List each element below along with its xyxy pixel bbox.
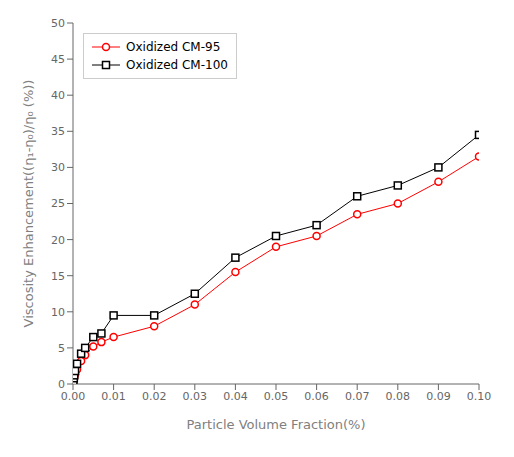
svg-text:10: 10 xyxy=(51,306,65,319)
svg-text:0: 0 xyxy=(58,378,65,391)
svg-text:25: 25 xyxy=(51,197,65,210)
svg-text:0.10: 0.10 xyxy=(467,390,492,403)
svg-text:0.02: 0.02 xyxy=(142,390,167,403)
svg-text:0.03: 0.03 xyxy=(183,390,208,403)
html-text:Oxidized CM-100: Oxidized CM-100 xyxy=(126,58,228,72)
svg-text:0.09: 0.09 xyxy=(426,390,451,403)
svg-text:20: 20 xyxy=(51,234,65,247)
html-text:Oxidized CM-95: Oxidized CM-95 xyxy=(126,40,221,54)
svg-text:Viscosity Enhancement((η₁-η₀)/: Viscosity Enhancement((η₁-η₀)/η₀ (%)) xyxy=(21,80,36,328)
svg-text:15: 15 xyxy=(51,270,65,283)
svg-text:0.06: 0.06 xyxy=(304,390,329,403)
svg-text:45: 45 xyxy=(51,53,65,66)
svg-text:35: 35 xyxy=(51,125,65,138)
svg-text:0.08: 0.08 xyxy=(386,390,411,403)
svg-text:50: 50 xyxy=(51,17,65,30)
svg-text:30: 30 xyxy=(51,161,65,174)
svg-text:0.05: 0.05 xyxy=(264,390,289,403)
svg-text:40: 40 xyxy=(51,89,65,102)
svg-text:0.07: 0.07 xyxy=(345,390,370,403)
svg-text:0.01: 0.01 xyxy=(101,390,126,403)
svg-text:Particle Volume Fraction(%): Particle Volume Fraction(%) xyxy=(186,417,365,432)
svg-text:0.00: 0.00 xyxy=(61,390,86,403)
svg-text:5: 5 xyxy=(58,342,65,355)
svg-text:0.04: 0.04 xyxy=(223,390,248,403)
